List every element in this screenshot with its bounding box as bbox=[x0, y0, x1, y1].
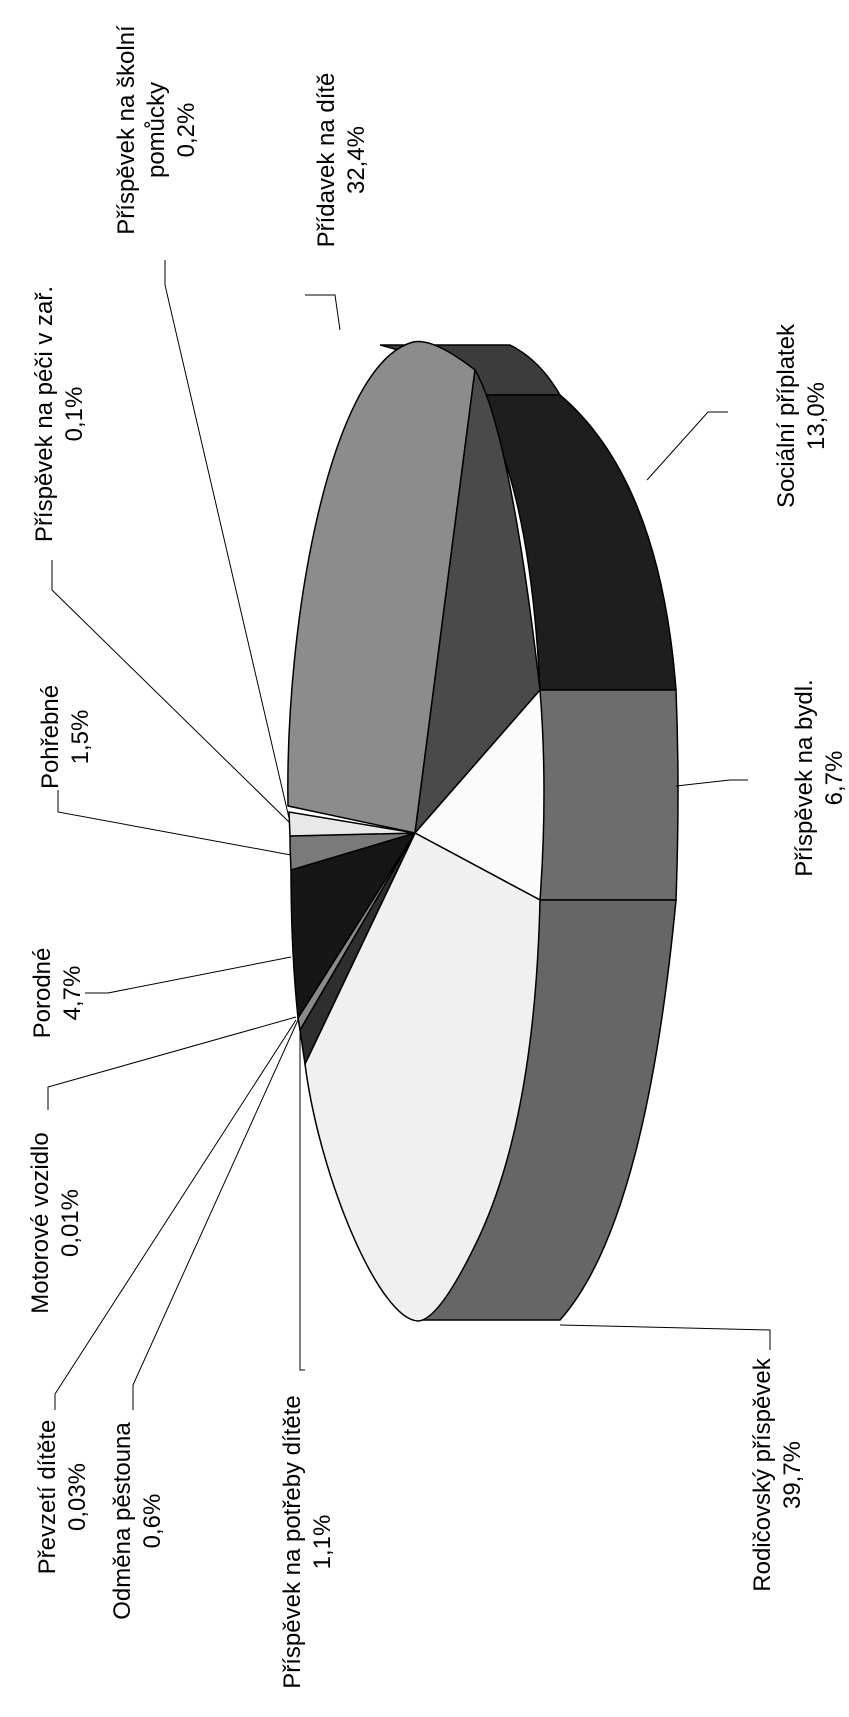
label-bydleni-pct: 6,7% bbox=[821, 751, 848, 806]
label-pohrebne-pct: 1,5% bbox=[67, 710, 94, 765]
pie-body bbox=[287, 340, 679, 1322]
pie-slice-porodne bbox=[290, 831, 417, 1021]
label-pridavek-pct: 32,4% bbox=[343, 126, 370, 194]
leader-line-pridavek bbox=[305, 294, 341, 331]
label-porodne-pct: 4,7% bbox=[59, 966, 86, 1021]
leader-lines bbox=[47, 260, 771, 1410]
leader-line-odmena bbox=[132, 1019, 299, 1410]
leader-line-prevzeti bbox=[54, 1019, 297, 1410]
label-pece-name: Příspěvek na péči v zař. bbox=[31, 286, 58, 542]
label-prevzeti-name: Převzetí dítěte bbox=[34, 1420, 61, 1575]
label-porodne-name: Porodné bbox=[29, 948, 56, 1039]
leader-line-motorove bbox=[47, 1016, 297, 1110]
label-bydleni-name: Příspěvek na bydl. bbox=[791, 679, 818, 876]
label-rodicovsky-name: Rodičovský příspěvek bbox=[749, 1357, 776, 1591]
label-motorove-pct: 0,01% bbox=[57, 1189, 84, 1257]
leader-line-socialni bbox=[646, 411, 728, 481]
leader-line-porodne bbox=[85, 956, 292, 994]
side-band-bydleni bbox=[539, 689, 679, 901]
label-odmena-name: Odměna pěstouna bbox=[109, 1422, 136, 1620]
label-potreby-name: Příspěvek na potřeby dítěte bbox=[279, 1395, 306, 1689]
pie-slice-rodicovsky-prispevek bbox=[304, 831, 541, 1322]
pie-slice-prispevek-na-skolni-pomucky bbox=[288, 811, 416, 837]
label-odmena-pct: 0,6% bbox=[139, 1494, 166, 1549]
pie-slice-extra-dark bbox=[413, 367, 541, 836]
leader-line-pohrebne bbox=[57, 790, 292, 856]
leader-line-pece bbox=[51, 560, 290, 823]
label-skolni-pct: 0,2% bbox=[173, 103, 200, 158]
label-potreby-pct: 1,1% bbox=[309, 1515, 336, 1570]
label-skolni-line2: pomůcky bbox=[143, 82, 170, 178]
label-socialni-pct: 13,0% bbox=[803, 382, 830, 450]
label-skolni-line1: Příspěvek na školní bbox=[113, 25, 140, 235]
leader-line-rodicovsky bbox=[559, 1324, 771, 1350]
leader-line-skolni bbox=[164, 260, 290, 819]
pie-slice-pridavek-na-dite bbox=[287, 340, 476, 834]
label-pridavek-name: Přídavek na dítě bbox=[313, 73, 340, 248]
pie-slice-prispevek-na-bydleni bbox=[413, 688, 545, 902]
leader-line-potreby bbox=[299, 1028, 305, 1371]
slice-labels: Přídavek na dítě 32,4% Sociální příplate… bbox=[27, 25, 848, 1689]
label-pece-pct: 0,1% bbox=[61, 387, 88, 442]
label-pohrebne-name: Pohřebné bbox=[37, 685, 64, 789]
label-socialni-name: Sociální příplatek bbox=[773, 323, 800, 508]
label-prevzeti-pct: 0,03% bbox=[64, 1463, 91, 1531]
label-rodicovsky-pct: 39,7% bbox=[779, 1441, 806, 1509]
leader-line-bydleni bbox=[675, 779, 748, 787]
label-motorove-name: Motorové vozidlo bbox=[27, 1132, 54, 1313]
